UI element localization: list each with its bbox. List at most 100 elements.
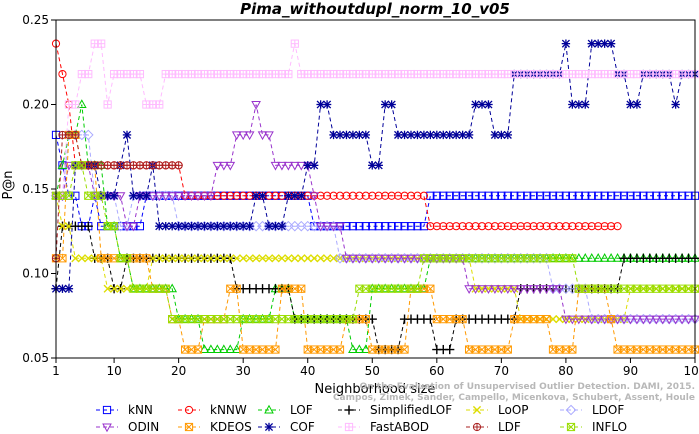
data-point — [523, 222, 532, 231]
data-point — [309, 192, 320, 201]
data-point — [284, 254, 293, 263]
data-point — [613, 191, 622, 200]
data-point — [76, 99, 87, 108]
x-tick-label: 90 — [623, 364, 638, 378]
legend-item-ldf: LDF — [466, 420, 521, 434]
data-point — [212, 344, 223, 354]
data-point — [464, 191, 474, 200]
data-point — [406, 222, 416, 231]
legend-label: FastABOD — [370, 420, 429, 434]
data-point — [83, 221, 93, 231]
data-point — [606, 253, 616, 262]
data-point — [490, 191, 500, 200]
data-point — [109, 284, 119, 293]
data-point — [561, 191, 571, 200]
data-point — [677, 191, 687, 200]
data-point — [497, 222, 506, 231]
legend-label: SimplifiedLOF — [370, 403, 452, 417]
data-point — [386, 254, 397, 264]
data-point — [199, 192, 210, 201]
data-point — [426, 222, 435, 231]
data-point — [289, 161, 300, 171]
watermark-line-2: Campos, Zimek, Sander, Campello, Micenko… — [333, 393, 695, 403]
data-point — [142, 191, 151, 200]
data-point — [257, 313, 268, 323]
x-tick-label: 80 — [558, 364, 573, 378]
data-point — [503, 345, 512, 354]
x-tick-label: 50 — [365, 364, 380, 378]
data-point — [599, 253, 610, 262]
legend-item-simplifiedlof: SimplifiedLOF — [338, 403, 452, 417]
data-point — [484, 100, 493, 109]
data-point — [477, 191, 487, 200]
data-point — [193, 192, 203, 201]
data-point — [484, 191, 493, 200]
series-line-inflo — [56, 164, 695, 320]
legend-label: KDEOS — [210, 420, 252, 434]
data-point — [360, 344, 371, 354]
data-point — [497, 191, 506, 200]
data-point — [257, 131, 268, 141]
data-point — [160, 283, 171, 293]
data-point — [322, 254, 332, 263]
data-point — [400, 191, 409, 200]
data-point — [452, 191, 461, 200]
data-point — [341, 254, 352, 264]
legend-item-odin: ODIN — [96, 420, 159, 434]
data-point — [361, 315, 370, 324]
data-point — [225, 161, 236, 171]
legend-item-lof: LOF — [258, 403, 313, 417]
data-point — [348, 315, 358, 324]
data-point — [510, 191, 519, 200]
data-point — [193, 254, 203, 263]
data-point — [387, 222, 396, 231]
data-point — [502, 285, 513, 294]
data-point — [477, 285, 487, 294]
data-point — [141, 283, 152, 293]
data-point — [232, 284, 241, 293]
data-point — [632, 100, 642, 109]
data-point — [599, 315, 610, 325]
data-point — [380, 283, 391, 293]
legend-marker — [102, 405, 112, 415]
data-point — [187, 254, 196, 263]
data-point — [167, 192, 178, 201]
data-point — [432, 191, 441, 200]
data-point — [457, 254, 468, 264]
data-point — [619, 191, 629, 200]
data-point — [368, 161, 377, 170]
data-point — [381, 222, 390, 231]
x-tick-label: 60 — [429, 364, 444, 378]
data-point — [71, 254, 80, 263]
data-point — [503, 130, 513, 140]
data-point — [374, 161, 383, 170]
data-point — [400, 345, 409, 354]
data-point — [542, 315, 551, 324]
data-point — [58, 69, 67, 79]
data-point — [490, 285, 500, 294]
data-point — [258, 191, 267, 200]
data-point — [97, 191, 106, 200]
data-point — [238, 131, 249, 141]
series-inflo — [51, 161, 699, 324]
data-point — [264, 254, 274, 263]
data-point — [232, 221, 241, 231]
data-point — [483, 285, 494, 294]
x-tick-label: 1 — [52, 364, 60, 378]
data-point — [103, 284, 112, 293]
data-point — [122, 254, 132, 263]
data-point — [568, 254, 577, 263]
y-axis-label: P@n — [1, 170, 16, 199]
data-point — [180, 313, 190, 323]
data-point — [632, 315, 642, 325]
data-point — [568, 222, 577, 231]
data-point — [290, 39, 299, 48]
data-point — [374, 222, 383, 231]
data-point — [245, 221, 254, 231]
data-point — [315, 222, 326, 232]
plot-area — [50, 39, 699, 355]
data-point — [64, 222, 74, 231]
series-line-ldof — [56, 134, 695, 320]
data-point — [109, 191, 119, 200]
